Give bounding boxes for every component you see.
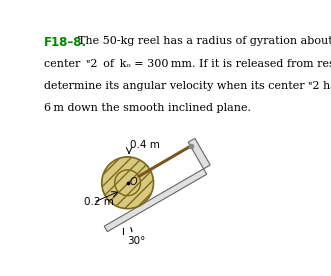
Text: 0.4 m: 0.4 m <box>130 140 160 150</box>
Text: 6 m down the smooth inclined plane.: 6 m down the smooth inclined plane. <box>44 103 251 113</box>
Text: F18–8.: F18–8. <box>44 36 87 49</box>
Text: center  ᵄ2  of  kₒ = 300 mm. If it is released from rest,: center ᵄ2 of kₒ = 300 mm. If it is relea… <box>44 58 331 68</box>
Polygon shape <box>188 138 210 169</box>
Text: 30°: 30° <box>127 236 145 246</box>
Text: determine its angular velocity when its center ᵄ2 has traveled: determine its angular velocity when its … <box>44 81 331 91</box>
Text: O: O <box>130 177 137 187</box>
Polygon shape <box>104 169 207 232</box>
Circle shape <box>102 157 154 209</box>
Text: 0.2 m: 0.2 m <box>84 197 114 207</box>
Circle shape <box>115 170 140 196</box>
Text: The 50-kg reel has a radius of gyration about its: The 50-kg reel has a radius of gyration … <box>71 36 331 46</box>
